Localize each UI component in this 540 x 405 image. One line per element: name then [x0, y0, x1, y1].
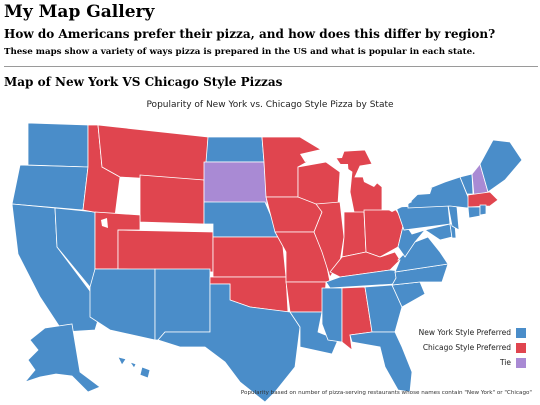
state-alaska — [23, 323, 101, 393]
state-maine — [479, 139, 523, 193]
legend-item-chicago: Chicago Style Preferred — [419, 340, 526, 355]
state-mississippi — [321, 287, 343, 343]
us-map — [11, 122, 523, 403]
state-oregon — [11, 164, 89, 211]
legend-label-new-york: New York Style Preferred — [418, 328, 511, 337]
state-indiana — [341, 211, 367, 258]
map-title: Popularity of New York vs. Chicago Style… — [146, 100, 394, 110]
lake-erie — [385, 197, 412, 212]
lake-superior — [300, 147, 346, 162]
legend-label-chicago: Chicago Style Preferred — [422, 343, 511, 352]
state-wyoming — [139, 174, 205, 225]
legend-item-new-york: New York Style Preferred — [419, 325, 526, 340]
state-ohio — [363, 209, 405, 258]
legend-swatch-tie — [516, 357, 526, 368]
state-illinois — [313, 201, 345, 278]
legend-swatch-new-york — [516, 327, 526, 338]
state-montana — [97, 124, 209, 183]
site-title: My Map Gallery — [4, 2, 155, 22]
state-arkansas — [285, 281, 327, 313]
section-title: Map of New York VS Chicago Style Pizzas — [4, 75, 283, 89]
divider — [4, 66, 538, 67]
state-new-mexico — [154, 268, 211, 341]
state-colorado — [117, 229, 214, 273]
map-footnote: Popularity based on number of pizza-serv… — [240, 390, 532, 396]
lake-ontario — [415, 188, 432, 195]
state-rhode-island — [479, 204, 487, 216]
state-texas — [157, 283, 301, 403]
map-figure: Popularity of New York vs. Chicago Style… — [0, 92, 540, 405]
state-washington — [27, 122, 89, 168]
state-hawaii — [117, 356, 151, 379]
legend-swatch-chicago — [516, 342, 526, 353]
state-georgia — [364, 284, 403, 333]
state-virginia — [394, 236, 449, 273]
legend-item-tie: Tie — [419, 355, 526, 370]
page-subtext: These maps show a variety of ways pizza … — [4, 47, 476, 57]
state-connecticut — [467, 206, 481, 219]
map-legend: New York Style Preferred Chicago Style P… — [419, 325, 526, 370]
great-salt-lake — [101, 218, 108, 228]
state-louisiana — [289, 311, 339, 355]
state-south-dakota — [203, 161, 268, 205]
lake-huron — [360, 165, 382, 187]
state-wisconsin — [297, 161, 341, 205]
lake-michigan — [340, 164, 350, 202]
state-florida — [349, 331, 413, 393]
state-massachusetts — [467, 191, 499, 208]
state-arizona — [89, 268, 156, 341]
state-north-dakota — [205, 136, 265, 163]
state-kansas — [212, 236, 287, 278]
page-question: How do Americans prefer their pizza, and… — [4, 27, 496, 41]
legend-label-tie: Tie — [499, 358, 511, 367]
